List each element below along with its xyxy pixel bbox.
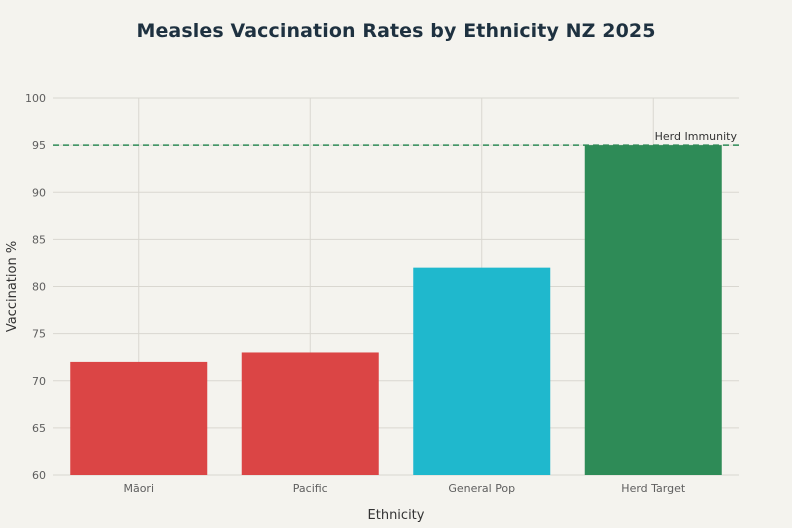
y-tick-label: 65 (32, 422, 46, 435)
ticks-layer: 60 65 70 75 80 85 90 95 100 Māori Pacific General P… (25, 92, 686, 495)
bar-3 (584, 145, 722, 475)
y-axis-label: Vaccination % (5, 241, 20, 332)
chart-title: Measles Vaccination Rates by Ethnicity N… (136, 20, 656, 42)
x-tick-label: Māori (123, 482, 154, 495)
x-tick-label: Herd Target (621, 482, 686, 495)
bars-layer (70, 145, 722, 475)
y-tick-label: 70 (32, 375, 46, 388)
y-tick-label: 90 (32, 186, 46, 199)
y-tick-label: 85 (32, 233, 46, 246)
reference-line-layer: Herd Immunity (53, 130, 739, 146)
bar-1 (241, 352, 379, 475)
y-tick-label: 75 (32, 328, 46, 341)
y-tick-label: 80 (32, 281, 46, 294)
x-tick-label: Pacific (293, 482, 328, 495)
x-tick-label: General Pop (448, 482, 515, 495)
y-tick-label: 60 (32, 469, 46, 482)
y-tick-label: 100 (25, 92, 46, 105)
y-tick-label: 95 (32, 139, 46, 152)
x-axis-label: Ethnicity (368, 508, 425, 523)
bar-2 (413, 267, 551, 475)
herd-immunity-label: Herd Immunity (655, 130, 738, 143)
bar-0 (70, 361, 208, 475)
